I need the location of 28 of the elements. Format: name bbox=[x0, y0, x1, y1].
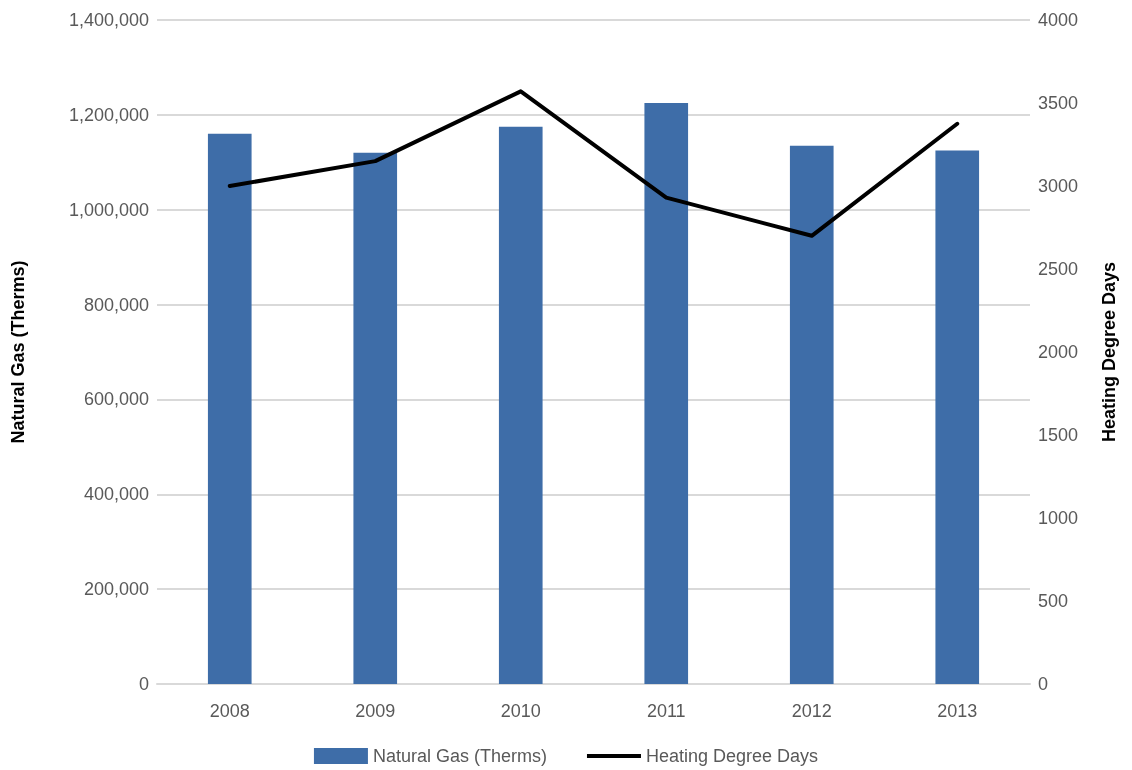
y2-tick-label: 1500 bbox=[1038, 425, 1079, 445]
x-tick-label: 2008 bbox=[209, 701, 250, 721]
y-tick-label: 0 bbox=[138, 674, 149, 694]
x-tick-label: 2010 bbox=[500, 701, 541, 721]
y2-tick-label: 2000 bbox=[1038, 342, 1079, 362]
y2-axis-title: Heating Degree Days bbox=[1099, 261, 1119, 443]
y-tick-label: 800,000 bbox=[83, 294, 149, 315]
x-tick-label: 2009 bbox=[355, 701, 396, 721]
y2-tick-label: 4000 bbox=[1038, 10, 1079, 30]
line-series bbox=[227, 89, 960, 238]
y2-tick-label: 0 bbox=[1038, 674, 1049, 694]
x-tick-label: 2012 bbox=[791, 701, 832, 721]
y2-tick-label: 500 bbox=[1038, 591, 1069, 611]
x-tick-label: 2013 bbox=[937, 701, 978, 721]
legend-label: Heating Degree Days bbox=[645, 746, 819, 766]
x-tick-label: 2011 bbox=[646, 701, 686, 721]
y2-tick-label: 1000 bbox=[1038, 508, 1079, 528]
y2-tick-label: 3500 bbox=[1038, 93, 1079, 113]
y-tick-label: 600,000 bbox=[83, 389, 149, 410]
y2-tick-label: 3000 bbox=[1038, 176, 1079, 196]
y-tick-label: 200,000 bbox=[83, 579, 149, 600]
legend-label: Natural Gas (Therms) bbox=[372, 746, 547, 766]
y-tick-label: 1,000,000 bbox=[68, 199, 149, 220]
y-axis-title: Natural Gas (Therms) bbox=[8, 260, 28, 444]
y-tick-label: 1,200,000 bbox=[68, 104, 149, 125]
y-tick-label: 400,000 bbox=[83, 484, 149, 505]
y-tick-label: 1,400,000 bbox=[68, 10, 149, 30]
y2-tick-label: 2500 bbox=[1038, 259, 1079, 279]
